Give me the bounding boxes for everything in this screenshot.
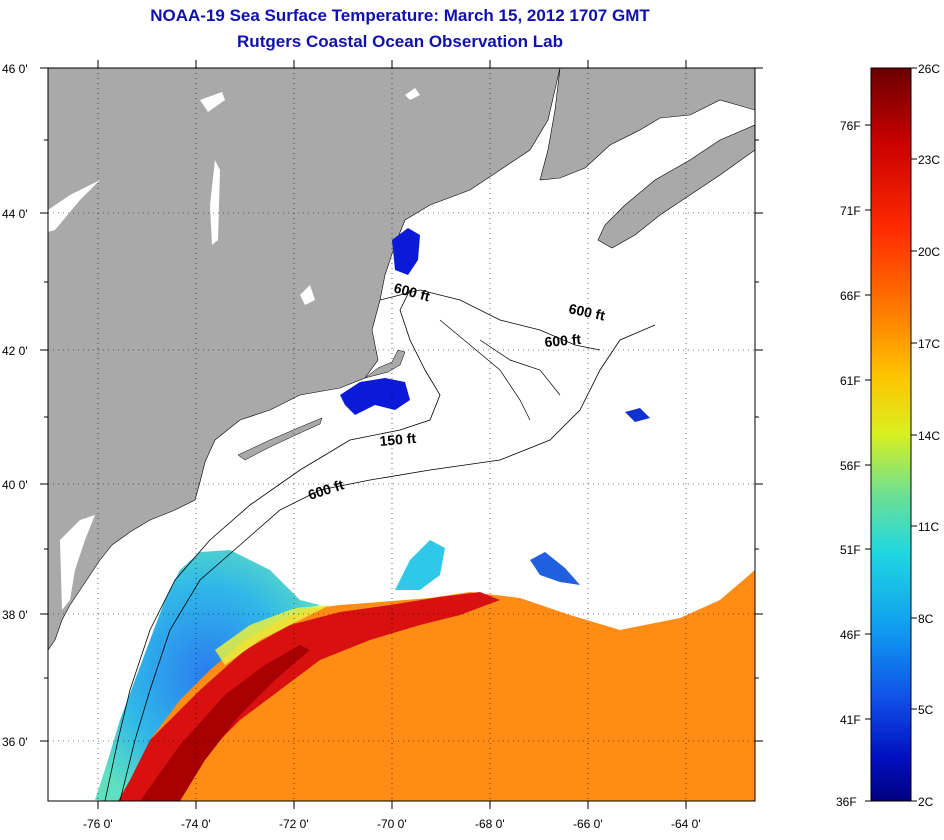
lake-3	[48, 180, 100, 232]
isobath-gulf-of-maine	[379, 289, 601, 421]
sst-blue-patch-maine	[392, 228, 420, 275]
lake-2	[210, 160, 220, 245]
colorbar-c-23: 23C	[918, 153, 940, 167]
colorbar-f-76: 76F	[840, 119, 861, 133]
colorbar-c-26: 26C	[918, 62, 940, 76]
colorbar-c-17: 17C	[918, 337, 940, 351]
lat-label-36: 36 0'	[2, 735, 28, 749]
sst-cold-patch-2	[530, 552, 580, 585]
lake-4	[405, 88, 420, 100]
delaware-bay	[120, 545, 150, 575]
graticule	[48, 68, 755, 801]
sst-dark-red-filament	[140, 645, 310, 801]
sst-blue-patch-georges	[625, 408, 650, 422]
map-title: NOAA-19 Sea Surface Temperature: March 1…	[150, 6, 650, 25]
lat-label-46: 46 0'	[2, 62, 28, 76]
colorbar-f-61: 61F	[840, 374, 861, 388]
sst-cold-shelf	[95, 550, 320, 801]
colorbar-c-14: 14C	[918, 429, 940, 443]
colorbar-f-51: 51F	[840, 543, 861, 557]
lake-1	[200, 92, 225, 112]
chesapeake-bay	[60, 515, 95, 610]
colorbar-c-11: 11C	[918, 520, 939, 534]
isobath-150ft	[104, 289, 441, 801]
tick-marks	[40, 60, 763, 809]
colorbar-c-20: 20C	[918, 245, 940, 259]
lon-label-74: -74 0'	[181, 817, 211, 831]
land-nova-scotia	[597, 124, 755, 249]
lat-label-42: 42 0'	[2, 344, 28, 358]
lake-5	[300, 285, 315, 305]
sst-yellow-front	[215, 605, 330, 665]
land-long-island	[237, 417, 323, 461]
colorbar-f-66: 66F	[840, 289, 861, 303]
lon-label-72: -72 0'	[279, 817, 309, 831]
sst-cold-patch-1	[395, 540, 445, 590]
lat-label-44: 44 0'	[2, 207, 28, 221]
contour-label-georges-south: 600 ft	[544, 331, 582, 350]
lon-label-70: -70 0'	[377, 817, 407, 831]
lon-label-66: -66 0'	[573, 817, 603, 831]
colorbar-c-2: 2C	[918, 795, 934, 809]
lon-label-76: -76 0'	[83, 817, 113, 831]
colorbar-c-8: 8C	[918, 612, 934, 626]
contour-label-150ft: 150 ft	[379, 430, 417, 449]
sst-blue-patch-cape	[340, 378, 410, 415]
land-new-brunswick	[539, 68, 755, 181]
colorbar	[870, 67, 912, 802]
map-subtitle: Rutgers Coastal Ocean Observation Lab	[237, 32, 563, 51]
map-frame	[47, 67, 756, 802]
colorbar-c-5: 5C	[918, 703, 934, 717]
isobath-600ft-shelf	[119, 324, 656, 801]
lat-label-38: 38 0'	[2, 608, 28, 622]
contour-label-georges-north: 600 ft	[567, 300, 606, 323]
lon-label-64: -64 0'	[671, 817, 701, 831]
colorbar-ticks	[865, 67, 917, 802]
colorbar-f-71: 71F	[840, 204, 861, 218]
land-cape-cod	[364, 349, 406, 379]
colorbar-f-56: 56F	[840, 459, 861, 473]
lon-label-68: -68 0'	[475, 817, 505, 831]
colorbar-f-36: 36F	[836, 795, 857, 809]
land-us-mainland	[48, 68, 561, 651]
map-area	[48, 68, 755, 801]
colorbar-f-46: 46F	[840, 628, 861, 642]
colorbar-f-41: 41F	[840, 713, 861, 727]
lat-label-40: 40 0'	[2, 478, 28, 492]
